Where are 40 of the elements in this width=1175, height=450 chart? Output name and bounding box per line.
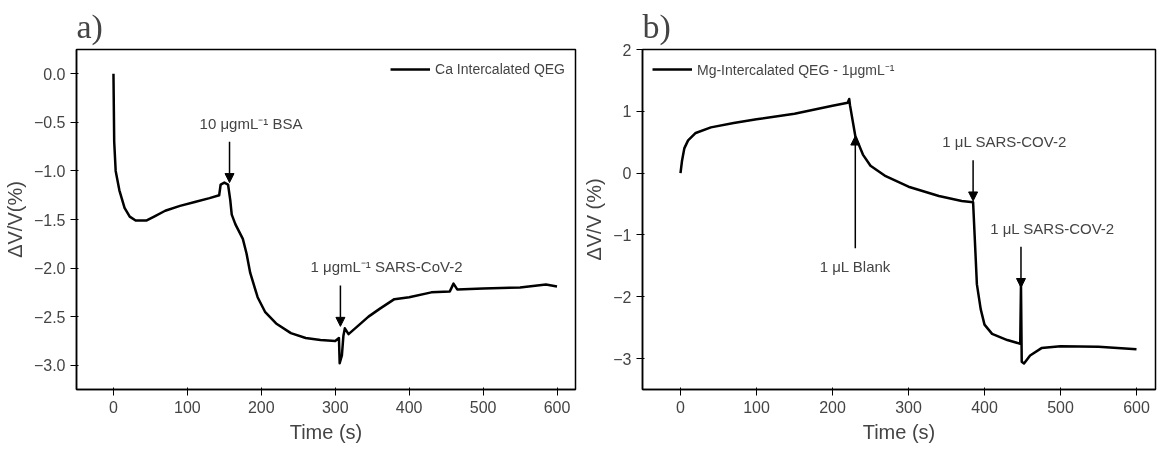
x-tick-label: 300: [321, 398, 349, 416]
annotation: 1 μgmL⁻¹ SARS-CoV-2: [310, 258, 463, 276]
annotation: 1 μL SARS-COV-2: [990, 219, 1115, 237]
chart-title: a): [76, 7, 103, 46]
x-tick-label: 500: [1047, 398, 1074, 416]
annotation: 10 μgmL⁻¹ BSA: [199, 114, 303, 132]
x-tick-label: 400: [395, 398, 423, 416]
x-tick-label: 100: [743, 398, 770, 416]
chart-title: b): [642, 7, 671, 46]
y-tick-label: 0.0: [43, 65, 66, 83]
y-tick-label: −2.0: [33, 260, 66, 278]
annotation: 1 μL Blank: [819, 258, 891, 276]
x-axis-title: Time (s): [289, 420, 363, 443]
annotation: 1 μL SARS-COV-2: [942, 132, 1067, 150]
y-tick-label: −1: [613, 226, 632, 244]
legend-label: Mg-Intercalated QEG - 1μgmL⁻¹: [697, 60, 895, 79]
x-tick-label: 600: [543, 398, 571, 416]
x-tick-label: 0: [676, 398, 686, 416]
x-axis-title: Time (s): [862, 420, 936, 443]
y-axis-title: ΔV/V(%): [3, 181, 26, 258]
legend-label: Ca Intercalated QEG: [435, 61, 565, 77]
y-tick-label: 1: [622, 103, 632, 121]
y-tick-label: −2.5: [33, 308, 66, 326]
x-tick-label: 600: [1123, 398, 1150, 416]
x-tick-label: 0: [109, 398, 119, 416]
y-tick-label: 0: [622, 165, 632, 183]
y-tick-label: −1.5: [33, 211, 66, 229]
x-tick-label: 500: [469, 398, 497, 416]
y-tick-label: −3.0: [33, 357, 66, 375]
y-tick-label: −0.5: [33, 114, 66, 132]
x-tick-label: 400: [971, 398, 998, 416]
y-tick-label: −2: [613, 288, 632, 306]
y-axis-title: ΔV/V (%): [583, 178, 606, 261]
x-tick-label: 200: [247, 398, 275, 416]
y-tick-label: −3: [613, 350, 632, 368]
y-tick-label: −1.0: [33, 162, 66, 180]
x-tick-label: 300: [895, 398, 922, 416]
x-tick-label: 100: [174, 398, 201, 416]
x-tick-label: 200: [819, 398, 846, 416]
y-tick-label: 2: [622, 41, 632, 59]
